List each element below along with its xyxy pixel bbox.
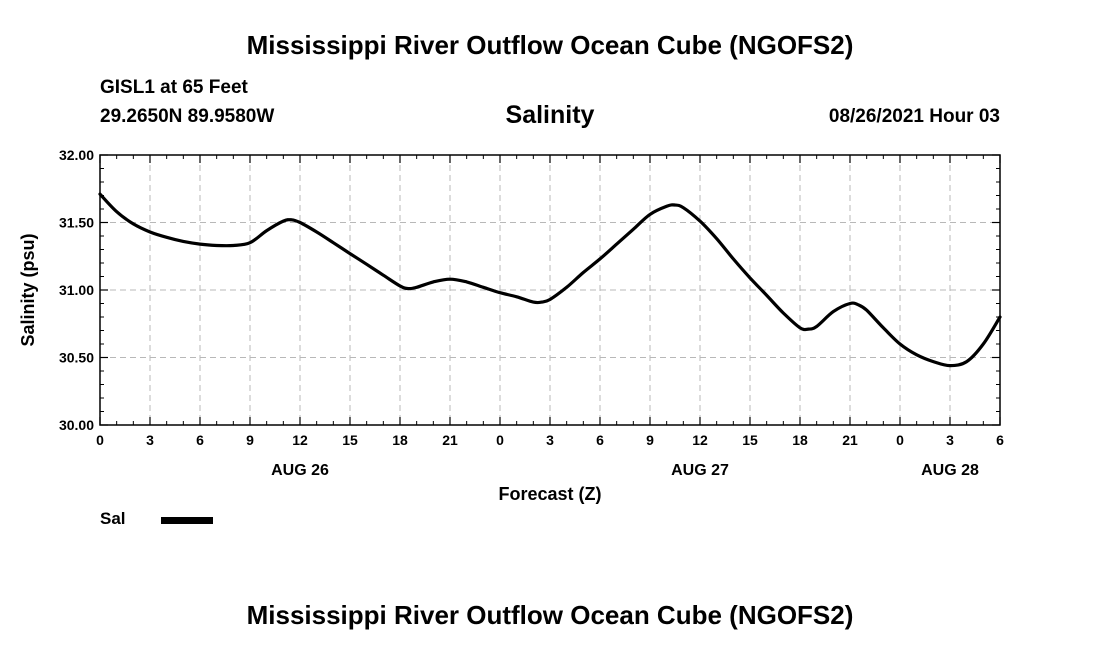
x-tick-label: 0 [496, 432, 504, 448]
x-tick-label: 21 [442, 432, 458, 448]
footer-title: Mississippi River Outflow Ocean Cube (NG… [246, 600, 854, 630]
y-tick-label: 31.50 [59, 215, 94, 231]
chart-title: Mississippi River Outflow Ocean Cube (NG… [246, 30, 854, 60]
y-tick-label: 30.50 [59, 350, 94, 366]
x-tick-label: 15 [742, 432, 758, 448]
series-line-sal [98, 192, 1002, 368]
legend-label: Sal [100, 509, 126, 528]
date-label: AUG 28 [921, 462, 979, 479]
chart-grid [100, 155, 1000, 425]
station-label: GISL1 at 65 Feet [100, 77, 248, 98]
forecast-datetime: 08/26/2021 Hour 03 [828, 106, 1000, 127]
y-axis-label: Salinity (psu) [18, 233, 38, 346]
date-label: AUG 26 [271, 462, 329, 479]
y-tick-label: 31.00 [59, 282, 94, 298]
legend-swatch [161, 517, 213, 524]
x-tick-label: 15 [342, 432, 358, 448]
x-tick-label: 9 [246, 432, 254, 448]
date-label: AUG 27 [671, 462, 729, 479]
x-tick-label: 3 [546, 432, 554, 448]
x-axis-label: Forecast (Z) [498, 484, 601, 504]
date-labels: AUG 26 AUG 27 AUG 28 [271, 462, 979, 479]
station-coordinates: 29.2650N 89.9580W [100, 106, 275, 127]
x-tick-label: 0 [896, 432, 904, 448]
x-tick-label: 9 [646, 432, 654, 448]
x-tick-label: 18 [392, 432, 408, 448]
variable-title: Salinity [505, 101, 595, 129]
x-tick-label: 12 [292, 432, 308, 448]
x-tick-label: 6 [596, 432, 604, 448]
chart-axes [99, 154, 1001, 426]
x-tick-label: 12 [692, 432, 708, 448]
x-tick-labels: 0 3 6 9 12 15 18 21 0 3 6 9 12 15 18 21 0 3 6 [96, 432, 1004, 448]
x-tick-label: 6 [996, 432, 1004, 448]
y-tick-label: 32.00 [59, 147, 94, 163]
x-tick-label: 0 [96, 432, 104, 448]
x-tick-label: 3 [946, 432, 954, 448]
x-tick-label: 6 [196, 432, 204, 448]
y-tick-labels: 30.00 30.50 31.00 31.50 32.00 [59, 147, 94, 433]
plot-frame [99, 154, 1001, 426]
y-tick-label: 30.00 [59, 417, 94, 433]
x-tick-label: 3 [146, 432, 154, 448]
series-layer [98, 192, 1002, 368]
x-tick-label: 21 [842, 432, 858, 448]
x-tick-label: 18 [792, 432, 808, 448]
